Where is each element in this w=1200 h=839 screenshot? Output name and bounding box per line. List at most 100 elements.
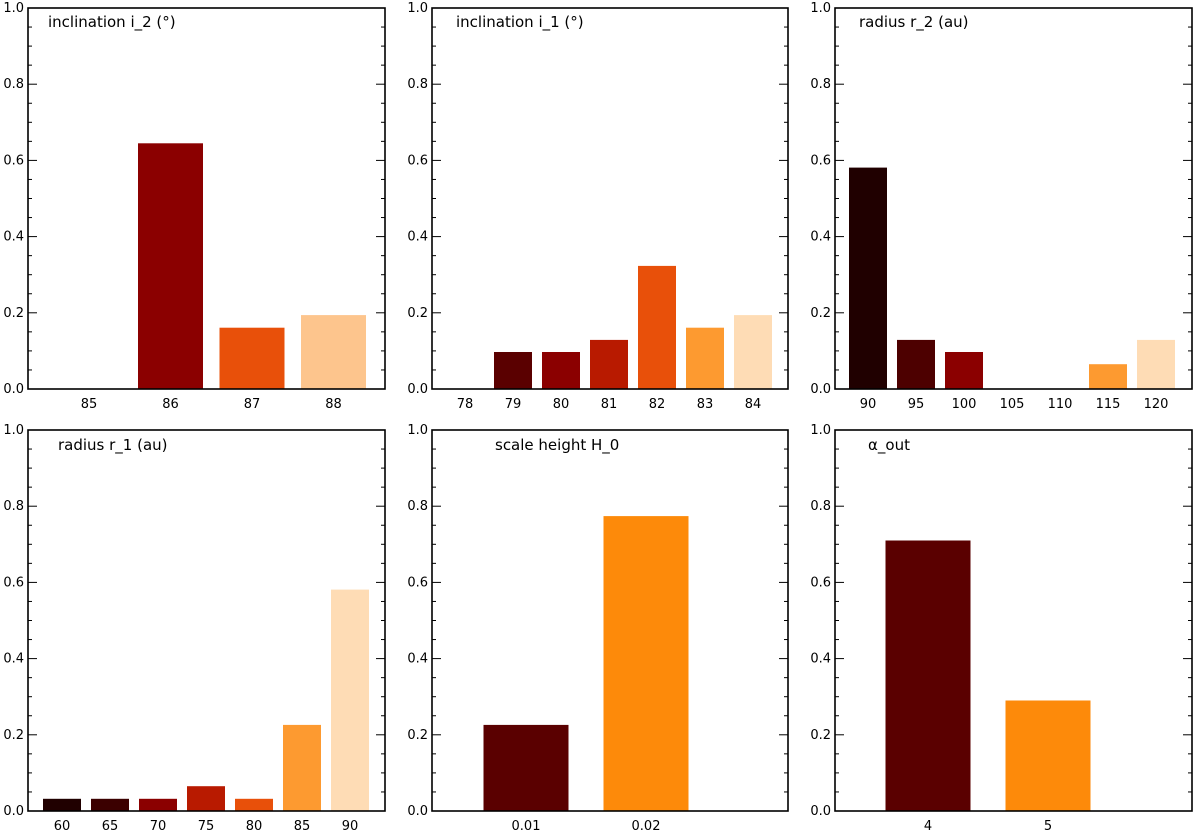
y-tick-label: 0.2 [3, 728, 24, 743]
y-tick-label: 0.4 [3, 652, 24, 667]
y-tick-label: 0.8 [407, 499, 428, 514]
bar-83 [686, 327, 724, 389]
bar-4 [885, 540, 971, 811]
y-tick-label: 0.0 [3, 382, 24, 397]
panel-title: radius r_2 (au) [859, 13, 969, 32]
panel-title: inclination i_1 (°) [456, 13, 584, 32]
bar-86 [138, 143, 203, 389]
y-tick-label: 0.6 [810, 575, 831, 590]
x-tick-label: 83 [697, 397, 714, 412]
x-tick-label: 90 [342, 819, 359, 834]
x-tick-label: 85 [294, 819, 311, 834]
panel-title: radius r_1 (au) [58, 436, 168, 455]
bar-88 [301, 315, 366, 389]
y-tick-label: 0.6 [407, 153, 428, 168]
x-tick-label: 90 [860, 397, 877, 412]
y-tick-label: 1.0 [407, 1, 428, 16]
x-tick-label: 88 [325, 397, 342, 412]
x-tick-label: 100 [952, 397, 977, 412]
y-tick-label: 1.0 [3, 423, 24, 438]
y-tick-label: 0.8 [3, 499, 24, 514]
bar-81 [590, 339, 628, 389]
y-tick-label: 0.6 [407, 575, 428, 590]
bar-60 [43, 798, 81, 811]
histogram-panel-6: 0.0 0.2 0.4 0.6 0.8 1.0 4 5 α_out [810, 423, 1193, 834]
bar-87 [219, 327, 285, 389]
x-tick-label: 86 [162, 397, 179, 412]
y-tick-label: 0.2 [3, 306, 24, 321]
y-tick-label: 0.6 [3, 153, 24, 168]
x-tick-label: 75 [198, 819, 215, 834]
x-tick-label: 5 [1044, 819, 1052, 834]
bar-100 [945, 352, 983, 389]
bar-82 [638, 265, 676, 389]
bar-5 [1005, 700, 1091, 811]
y-tick-label: 0.4 [3, 230, 24, 245]
bar-79 [494, 352, 532, 389]
x-tick-label: 4 [924, 819, 932, 834]
x-tick-label: 0.02 [632, 819, 661, 834]
y-tick-label: 0.4 [407, 652, 428, 667]
bar-75 [187, 786, 225, 811]
y-tick-label: 0.0 [810, 382, 831, 397]
y-tick-label: 0.4 [810, 230, 831, 245]
y-tick-label: 0.8 [810, 77, 831, 92]
bar-85 [283, 724, 321, 811]
x-tick-label: 87 [244, 397, 261, 412]
x-tick-label: 105 [1000, 397, 1025, 412]
histogram-panel-2: 0.0 0.2 0.4 0.6 0.8 1.0 78 79 80 81 82 83 84 inclinat… [407, 1, 789, 412]
bar-95 [897, 339, 935, 389]
histogram-panel-4: 0.0 0.2 0.4 0.6 0.8 1.0 60 65 70 75 80 85 90 radius r… [3, 423, 386, 834]
y-tick-label: 0.8 [3, 77, 24, 92]
y-tick-label: 0.2 [407, 728, 428, 743]
panel-title: inclination i_2 (°) [48, 13, 176, 32]
x-tick-label: 60 [54, 819, 71, 834]
plot-frame [834, 7, 1193, 390]
y-tick-label: 0.2 [810, 306, 831, 321]
x-tick-label: 0.01 [512, 819, 541, 834]
y-tick-label: 0.8 [407, 77, 428, 92]
y-tick-label: 1.0 [810, 423, 831, 438]
x-tick-label: 84 [745, 397, 762, 412]
x-tick-label: 65 [102, 819, 119, 834]
bar-0.02 [603, 516, 689, 811]
histogram-panel-1: 0.0 0.2 0.4 0.6 0.8 1.0 85 86 87 88 inclination i_… [3, 1, 386, 412]
bar-80 [235, 798, 273, 811]
histogram-panel-5: 0.0 0.2 0.4 0.6 0.8 1.0 0.01 0.02 scale height H… [407, 423, 789, 834]
bar-120 [1137, 339, 1175, 389]
y-tick-label: 1.0 [407, 423, 428, 438]
bar-90 [849, 167, 887, 389]
x-tick-label: 82 [649, 397, 666, 412]
x-tick-label: 95 [908, 397, 925, 412]
bar-84 [734, 315, 772, 389]
y-tick-label: 0.0 [407, 382, 428, 397]
x-tick-label: 78 [457, 397, 474, 412]
bar-65 [91, 798, 129, 811]
panel-title: scale height H_0 [495, 436, 619, 455]
bar-0.01 [483, 724, 569, 811]
panel-title: α_out [868, 436, 910, 455]
bar-70 [139, 798, 177, 811]
y-tick-label: 0.0 [3, 804, 24, 819]
histogram-panel-3: 0.0 0.2 0.4 0.6 0.8 1.0 90 95 100 105 110 115 120 rad… [810, 1, 1193, 412]
y-tick-label: 0.4 [407, 230, 428, 245]
x-tick-label: 81 [601, 397, 618, 412]
x-tick-label: 79 [505, 397, 522, 412]
x-tick-label: 70 [150, 819, 167, 834]
x-tick-label: 120 [1144, 397, 1169, 412]
y-tick-label: 1.0 [810, 1, 831, 16]
y-tick-label: 0.2 [810, 728, 831, 743]
y-tick-label: 0.0 [407, 804, 428, 819]
y-tick-label: 0.6 [810, 153, 831, 168]
bar-115 [1089, 364, 1127, 389]
y-tick-label: 0.6 [3, 575, 24, 590]
y-tick-label: 0.4 [810, 652, 831, 667]
y-tick-label: 0.0 [810, 804, 831, 819]
y-tick-label: 0.8 [810, 499, 831, 514]
x-tick-label: 110 [1048, 397, 1073, 412]
y-tick-label: 1.0 [3, 1, 24, 16]
bar-90 [331, 589, 369, 811]
x-tick-label: 80 [553, 397, 570, 412]
x-tick-label: 115 [1096, 397, 1121, 412]
